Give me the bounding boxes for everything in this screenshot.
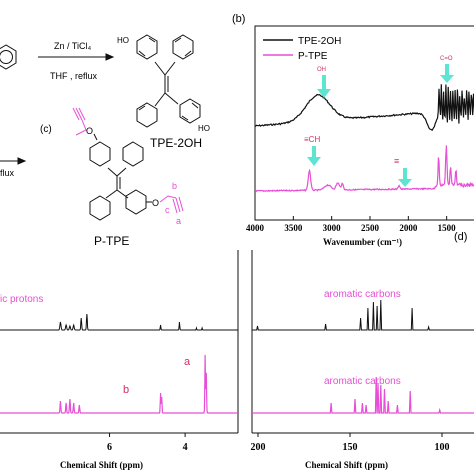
ir-x-tick-label: 3500: [284, 223, 303, 233]
ir-arrow-ch-head: [307, 157, 321, 166]
benzene-ring-left-inner: [0, 50, 13, 64]
ir-x-tick-label: 2500: [361, 223, 380, 233]
benzene-ring-left: [0, 44, 17, 70]
propargyl-top: [75, 119, 87, 136]
product1-label: TPE-2OH: [150, 136, 202, 150]
nmr-h-label-top: ic protons: [0, 294, 43, 305]
ir-annotation-co: C=O: [440, 56, 453, 62]
panel-c-label: (c): [40, 124, 52, 135]
panel-d-label: (d): [454, 231, 467, 243]
reagent-top-label: Zn / TiCl₄: [54, 41, 92, 51]
ir-panel: (b) TPE-2OH P-TPE OH C=O ≡CH ≡ 4000 3500 3…: [232, 13, 474, 247]
nmr-c-x-axis-label: Chemical Shift (ppm): [305, 460, 388, 470]
ir-annotation-oh: OH: [317, 67, 326, 73]
ir-x-ticks: 4000 3500 3000 2500 2000 1500: [246, 216, 456, 233]
ir-legend-label-2: P-TPE: [298, 51, 328, 62]
ir-x-tick-label: 1500: [438, 223, 457, 233]
ho-label-top: HO: [117, 36, 129, 45]
nmr-c-spectrum-top: [252, 299, 474, 331]
reagent-bottom-label: THF , reflux: [50, 71, 98, 81]
nmr-h-peak-b-label: b: [123, 384, 129, 396]
ir-annotation-ch: ≡CH: [304, 135, 320, 144]
nmr-h-peak-a-label: a: [184, 356, 191, 368]
ir-annotation-triple: ≡: [394, 156, 399, 166]
ho-label-bottom: HO: [198, 124, 210, 133]
o-label-top: O: [86, 126, 93, 136]
nmr-c-x-tick-label: 200: [251, 442, 266, 453]
nmr-h-x-tick-label: 6: [107, 442, 112, 453]
scheme-panel: [0, 34, 201, 128]
ir-arrow-triple-head: [398, 179, 412, 187]
ir-x-tick-label: 4000: [246, 223, 265, 233]
nmr-h-x-axis-label: Chemical Shift (ppm): [60, 460, 143, 470]
ir-x-axis-label: Wavenumber (cm⁻¹): [323, 237, 402, 247]
nmr-h-x-tick-label: 4: [183, 442, 188, 453]
tpe-2oh-structure: [136, 34, 201, 128]
nmr-c-label-bottom: aromatic carbons: [324, 376, 401, 387]
ptpe-scheme: [0, 107, 184, 221]
reflux-fragment-label: flux: [0, 168, 15, 178]
nmr-c-x-tick-label: 100: [435, 442, 450, 453]
nmr-h-spectrum-top: [0, 313, 238, 331]
reaction-arrow-head: [105, 53, 115, 61]
ir-spectrum-tpe-2oh: [255, 84, 474, 132]
ir-x-tick-label: 2000: [399, 223, 418, 233]
ir-arrow-oh-head: [317, 89, 331, 98]
nmr-h-spectrum-bottom: [0, 354, 238, 414]
o-label-bottom: O: [152, 198, 159, 208]
nmr-c-x-tick-label: 150: [343, 442, 358, 453]
ir-legend-label-1: TPE-2OH: [298, 36, 341, 47]
product2-label: P-TPE: [94, 234, 129, 248]
ir-legend: TPE-2OH P-TPE: [263, 36, 341, 62]
nmr-c-label-top: aromatic carbons: [324, 289, 401, 300]
ir-spectrum-p-tpe: [255, 145, 474, 193]
ir-panel-label: (b): [232, 13, 245, 25]
nmr-c-x-ticks: 200 150 100: [251, 433, 450, 453]
atom-a-label: a: [176, 216, 181, 226]
ir-x-tick-label: 3000: [323, 223, 342, 233]
nmr-c-panel: aromatic carbons aromatic carbons 200 150…: [251, 250, 474, 470]
ir-arrow-co-head: [440, 75, 454, 83]
nmr-c-spectrum-bottom: [252, 376, 474, 414]
atom-b-label: b: [172, 181, 177, 191]
atom-c-label: c: [165, 205, 170, 215]
